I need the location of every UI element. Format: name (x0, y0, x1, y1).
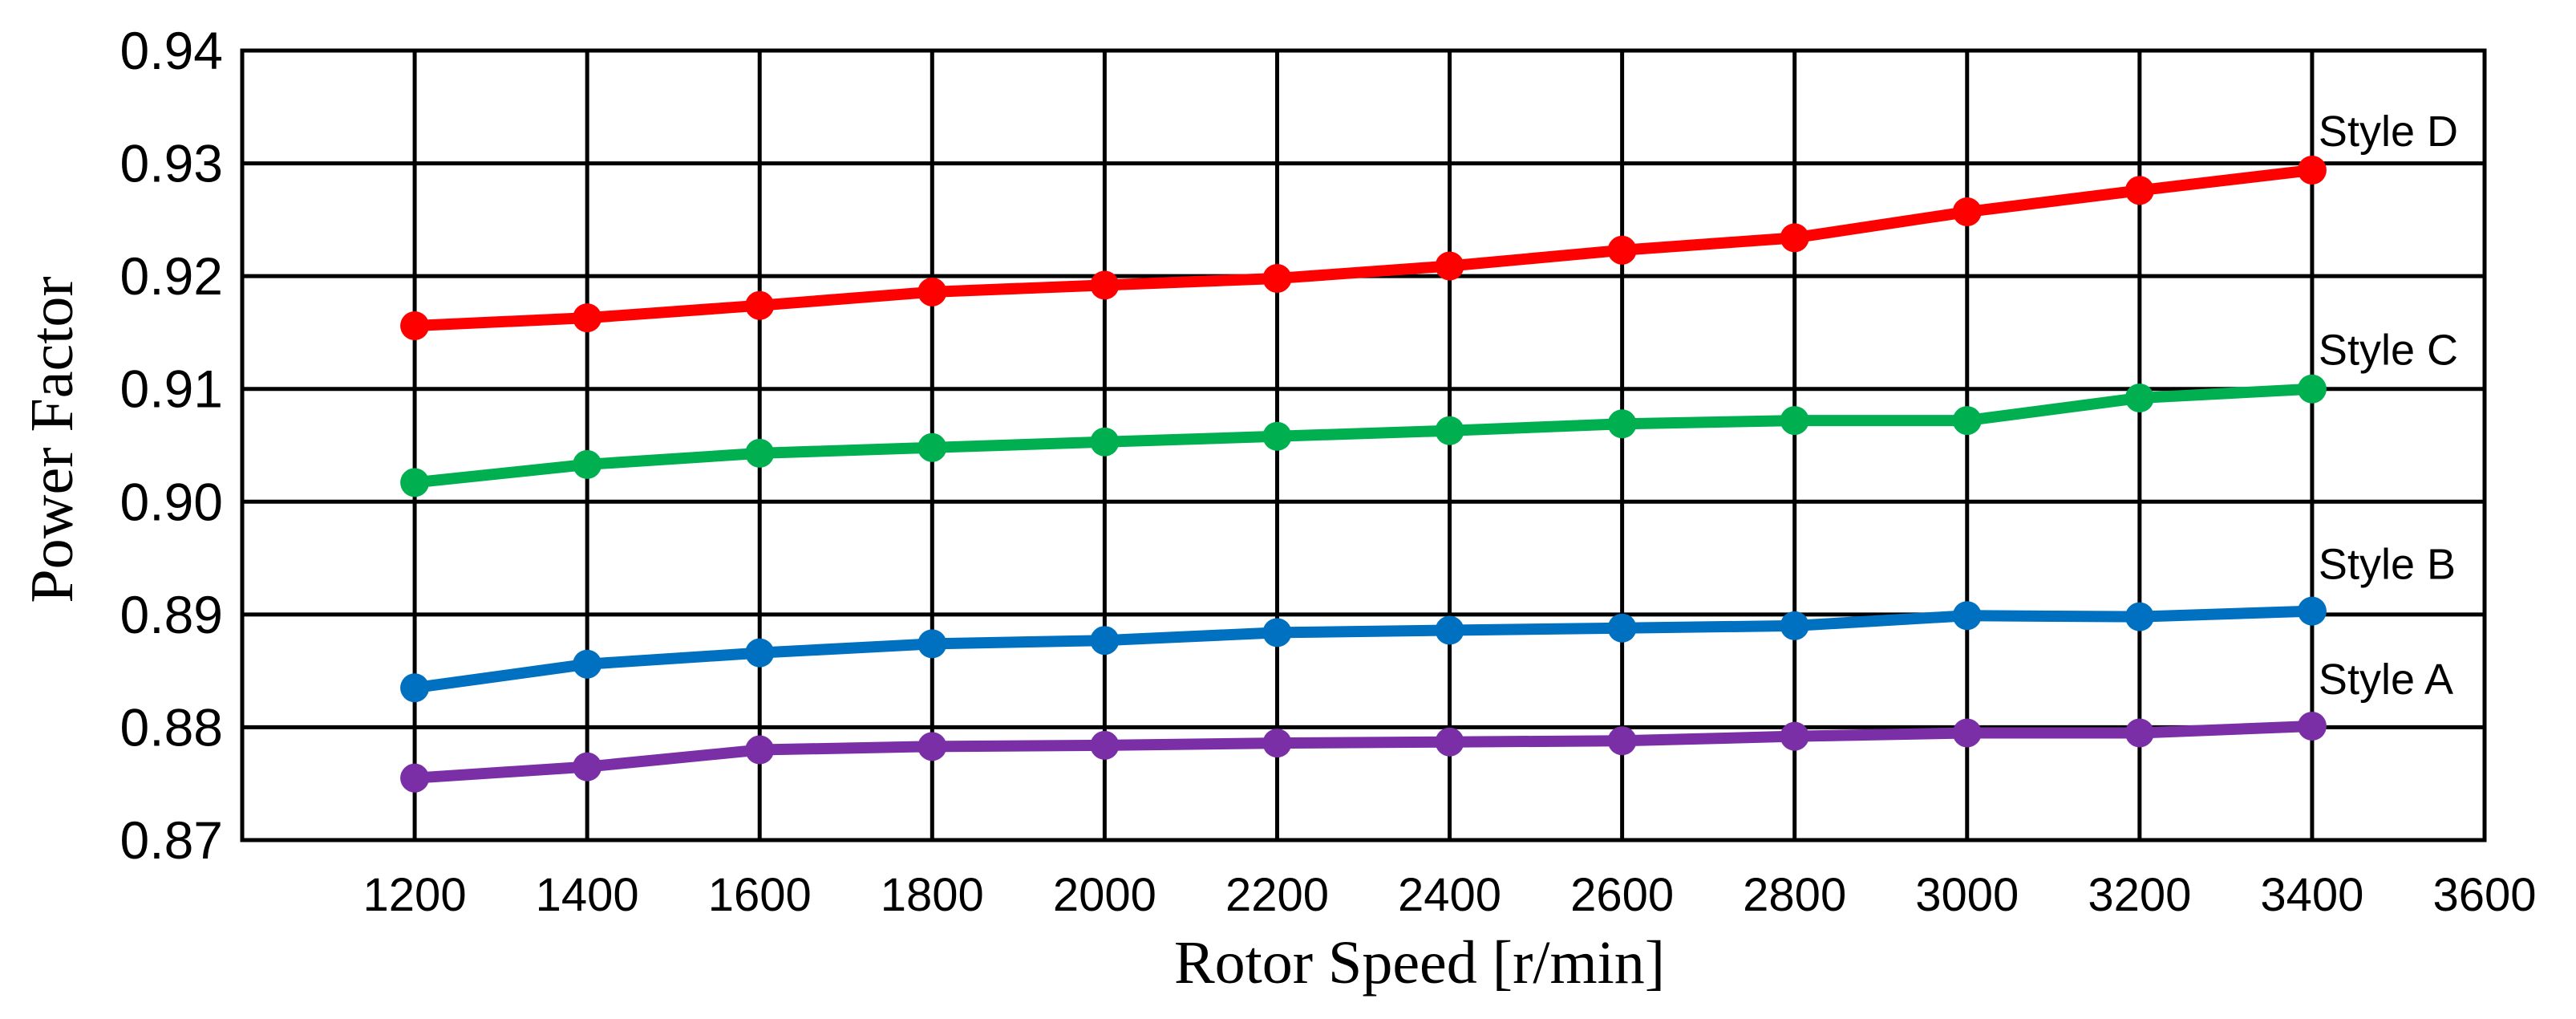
data-point-style-d (1780, 223, 1809, 253)
data-point-style-b (1607, 613, 1637, 643)
x-tick-label: 3200 (2088, 869, 2191, 921)
data-point-style-b (1262, 618, 1292, 648)
data-point-style-a (917, 732, 947, 761)
data-point-style-b (1780, 611, 1809, 640)
y-tick-label: 0.87 (120, 810, 223, 870)
data-point-style-b (2297, 596, 2327, 626)
data-point-style-c (917, 432, 947, 462)
data-point-style-b (917, 629, 947, 659)
data-point-style-d (1262, 263, 1292, 293)
data-point-style-b (1090, 626, 1120, 656)
series-label-style-b: Style B (2319, 541, 2456, 589)
data-point-style-d (745, 290, 775, 320)
data-point-style-b (1435, 615, 1464, 645)
data-point-style-d (1435, 251, 1464, 281)
x-tick-label: 2200 (1225, 869, 1329, 921)
series-label-style-c: Style C (2319, 327, 2458, 375)
data-point-style-c (745, 438, 775, 468)
data-point-style-d (1090, 270, 1120, 300)
y-tick-label: 0.91 (120, 359, 223, 419)
series-line-style-b (409, 605, 2318, 694)
data-point-style-a (1435, 727, 1464, 757)
y-axis-title: Power Factor (18, 276, 86, 603)
x-tick-label: 3600 (2432, 869, 2536, 921)
y-tick-label: 0.94 (120, 21, 223, 80)
series-style-b (400, 596, 2327, 703)
y-tick-label: 0.93 (120, 134, 223, 193)
data-point-style-b (1952, 601, 1982, 631)
data-point-style-b (745, 638, 775, 668)
series-style-c (400, 374, 2327, 497)
data-point-style-c (400, 468, 430, 497)
x-tick-label: 1200 (363, 869, 467, 921)
plot-frame-rect (240, 48, 2487, 842)
data-point-style-d (573, 303, 602, 333)
data-point-style-a (1607, 726, 1637, 756)
data-point-style-d (1607, 235, 1637, 265)
y-axis-ticks: 0.87 0.88 0.89 0.90 0.91 0.92 0.93 0.94 (120, 21, 223, 870)
data-point-style-d (917, 277, 947, 307)
data-point-style-c (1090, 427, 1120, 457)
data-point-style-a (2124, 718, 2154, 748)
x-tick-label: 3000 (1915, 869, 2019, 921)
x-tick-label: 1600 (708, 869, 812, 921)
x-tick-label: 1800 (881, 869, 984, 921)
x-tick-label: 2600 (1570, 869, 1674, 921)
series-line-style-a (409, 721, 2318, 784)
x-axis-title: Rotor Speed [r/min] (1174, 929, 1665, 997)
data-point-style-a (400, 763, 430, 793)
data-point-style-a (1780, 721, 1809, 751)
data-point-style-c (1780, 406, 1809, 436)
x-tick-label: 1400 (536, 869, 639, 921)
data-point-style-d (2124, 176, 2154, 205)
data-point-style-c (1952, 406, 1982, 436)
data-point-style-d (1952, 197, 1982, 227)
series-line-style-d (409, 164, 2318, 331)
y-tick-label: 0.92 (120, 246, 223, 306)
series-label-style-a: Style A (2319, 656, 2453, 704)
data-point-style-a (1952, 718, 1982, 748)
data-point-style-a (1090, 730, 1120, 760)
x-tick-label: 2400 (1398, 869, 1501, 921)
data-point-style-b (2124, 602, 2154, 631)
x-tick-label: 2000 (1053, 869, 1156, 921)
data-point-style-a (2297, 712, 2327, 741)
series-style-a (400, 712, 2327, 793)
x-tick-label: 2800 (1743, 869, 1846, 921)
data-point-style-c (2124, 383, 2154, 412)
data-point-style-d (400, 311, 430, 340)
x-axis-ticks: 1200 1400 1600 1800 2000 2200 2400 2600 2800 3000… (363, 869, 2537, 921)
data-point-style-a (573, 752, 602, 782)
series-style-d (400, 156, 2327, 340)
y-tick-label: 0.89 (120, 585, 223, 644)
data-point-style-a (745, 735, 775, 765)
data-point-style-c (1262, 421, 1292, 451)
data-point-style-b (400, 673, 430, 703)
series-label-style-d: Style D (2319, 108, 2458, 156)
data-point-style-c (1435, 416, 1464, 445)
y-tick-label: 0.90 (120, 472, 223, 531)
x-tick-label: 3400 (2260, 869, 2363, 921)
data-point-style-d (2297, 156, 2327, 185)
series-labels: Style A Style B Style C Style D (2319, 108, 2458, 704)
data-point-style-a (1262, 729, 1292, 758)
data-point-style-b (573, 649, 602, 679)
data-point-style-c (1607, 409, 1637, 439)
series-line-style-c (409, 383, 2318, 489)
series-layer (400, 156, 2327, 793)
y-tick-label: 0.88 (120, 697, 223, 757)
data-point-style-c (2297, 374, 2327, 404)
plot-frame (240, 48, 2487, 842)
data-point-style-c (573, 449, 602, 479)
